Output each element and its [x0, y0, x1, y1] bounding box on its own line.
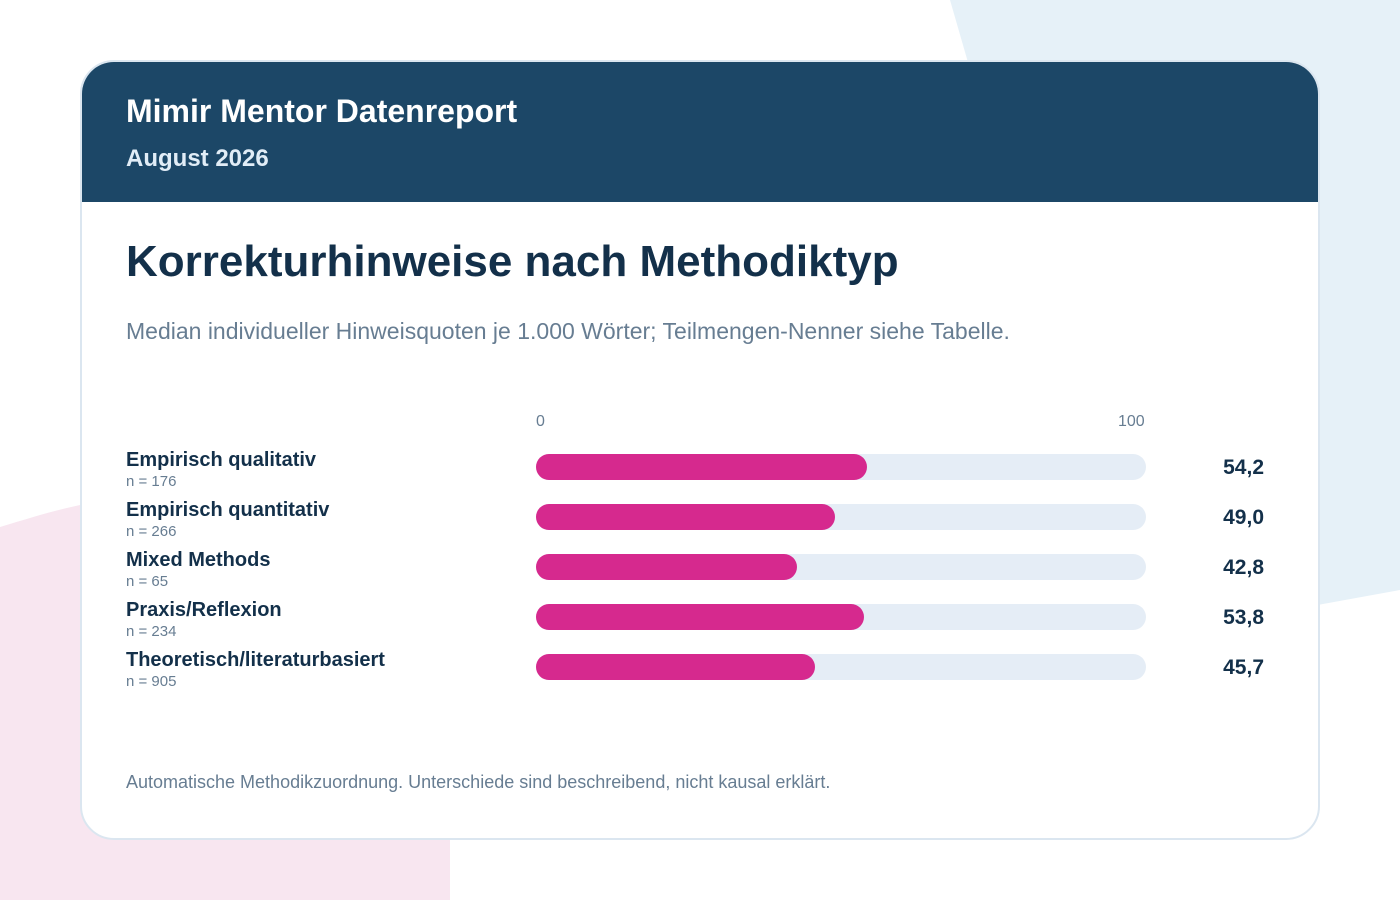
bar-track — [536, 454, 1146, 480]
value-label: 54,2 — [1223, 456, 1264, 479]
bar — [536, 604, 865, 630]
bar-track — [536, 604, 1146, 630]
bar — [536, 504, 835, 530]
category-label: Empirisch qualitativ — [126, 449, 317, 471]
chart-row: Empirisch qualitativ n = 176 54,2 — [82, 448, 1318, 498]
chart-row: Empirisch quantitativ n = 266 49,0 — [82, 498, 1318, 548]
value-label: 49,0 — [1223, 506, 1264, 529]
value-label: 42,8 — [1223, 556, 1264, 579]
bar-track — [536, 554, 1146, 580]
value-label: 53,8 — [1223, 606, 1264, 629]
chart-row: Theoretisch/literaturbasiert n = 905 45,7 — [82, 648, 1318, 698]
sample-size-label: n = 905 — [126, 673, 177, 690]
category-label: Praxis/Reflexion — [126, 599, 282, 621]
category-label: Mixed Methods — [126, 549, 271, 571]
sample-size-label: n = 176 — [126, 473, 177, 490]
report-period: August 2026 — [126, 145, 269, 172]
footnote: Automatische Methodikzuordnung. Untersch… — [126, 772, 831, 792]
report-header: Mimir Mentor Datenreport August 2026 — [82, 62, 1318, 202]
bar — [536, 454, 867, 480]
axis-max-label: 100 — [1118, 413, 1145, 430]
category-label: Empirisch quantitativ — [126, 499, 330, 521]
value-label: 45,7 — [1223, 656, 1264, 679]
axis-min-label: 0 — [536, 413, 545, 430]
category-label: Theoretisch/literaturbasiert — [126, 649, 385, 671]
bar-track — [536, 504, 1146, 530]
sample-size-label: n = 234 — [126, 623, 177, 640]
chart-row: Praxis/Reflexion n = 234 53,8 — [82, 598, 1318, 648]
bar-track — [536, 654, 1146, 680]
chart-title: Korrekturhinweise nach Methodiktyp — [126, 237, 899, 286]
chart-row: Mixed Methods n = 65 42,8 — [82, 548, 1318, 598]
report-card: Mimir Mentor Datenreport August 2026 Kor… — [80, 60, 1320, 840]
report-brand: Mimir Mentor Datenreport — [126, 93, 518, 129]
sample-size-label: n = 65 — [126, 573, 169, 590]
chart-subtitle: Median individueller Hinweisquoten je 1.… — [126, 318, 1010, 344]
bar — [536, 554, 798, 580]
bar — [536, 654, 815, 680]
sample-size-label: n = 266 — [126, 523, 177, 540]
